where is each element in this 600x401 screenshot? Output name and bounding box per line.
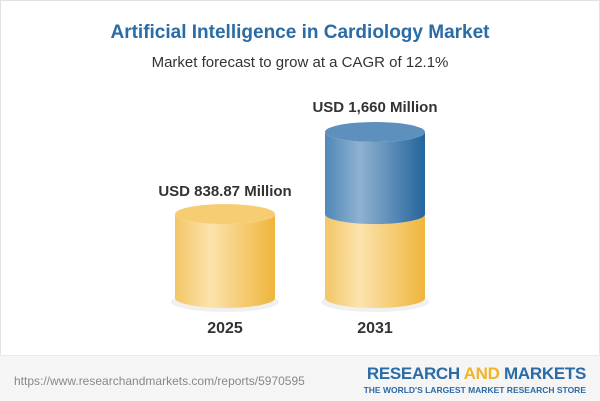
x-tick-2031: 2031: [357, 320, 393, 337]
data-label-2025: USD 838.87 Million: [158, 183, 291, 200]
logo-text-3: MARKETS: [499, 364, 586, 383]
cylinder-top-2025: [175, 204, 275, 225]
chart-title: Artificial Intelligence in Cardiology Ma…: [110, 22, 490, 43]
x-tick-2025: 2025: [207, 320, 243, 337]
footer: https://www.researchandmarkets.com/repor…: [0, 355, 600, 401]
cylinder-top-2031: [325, 122, 425, 142]
logo-text-1: RESEARCH: [366, 364, 464, 383]
research-and-markets-logo: RESEARCH AND MARKETS THE WORLD'S LARGEST…: [363, 364, 587, 395]
chart-subtitle: Market forecast to grow at a CAGR of 12.…: [151, 54, 449, 71]
cylinder-growth-2031: [325, 132, 425, 225]
logo-tagline: THE WORLD'S LARGEST MARKET RESEARCH STOR…: [363, 385, 586, 395]
logo-text-2: AND: [463, 364, 500, 383]
cylinder-base-2025: [175, 214, 275, 308]
cylinder-chart: USD 838.87 Million USD 1,660 Million 202…: [158, 99, 437, 337]
data-label-2031: USD 1,660 Million: [312, 99, 437, 116]
source-url[interactable]: https://www.researchandmarkets.com/repor…: [14, 374, 305, 388]
cylinder-base-2031: [325, 214, 425, 308]
